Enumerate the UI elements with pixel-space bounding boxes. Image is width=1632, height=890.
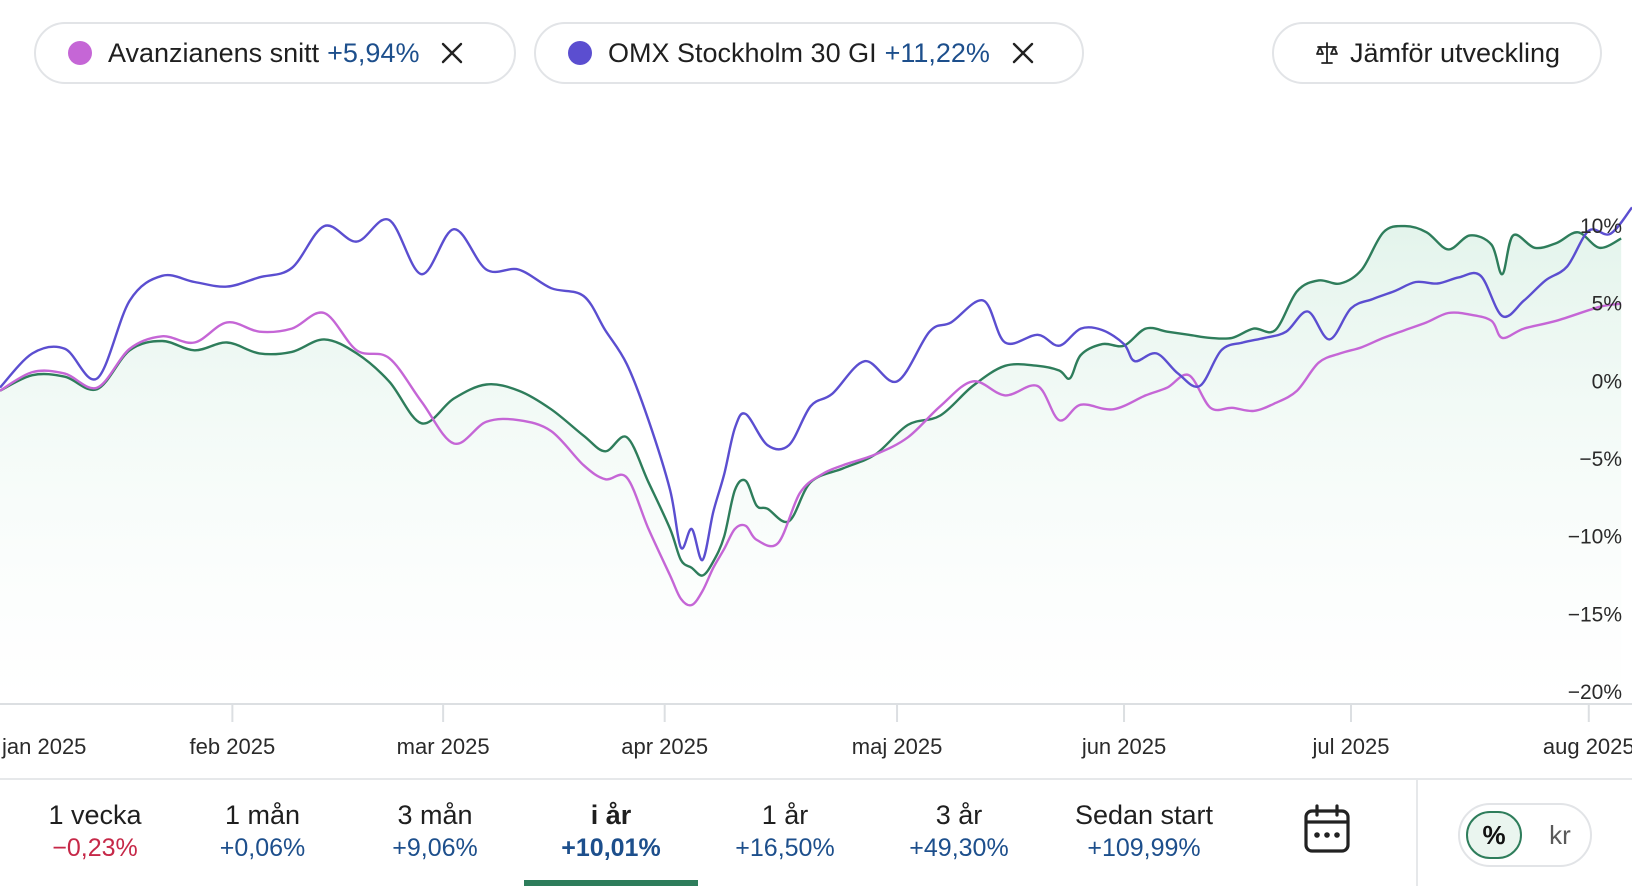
divider	[0, 778, 1632, 780]
series-area-fill	[0, 226, 1622, 704]
scale-icon	[1314, 40, 1340, 66]
period-value: +9,06%	[392, 834, 478, 862]
period-since-start[interactable]: Sedan start +109,99%	[1050, 790, 1238, 886]
compare-label: Jämför utveckling	[1349, 37, 1561, 68]
legend-change: +5,94%	[327, 37, 420, 68]
x-tick-label: aug 2025	[1543, 734, 1632, 759]
y-tick-label: −5%	[1579, 448, 1622, 471]
series-line-portf-lj	[0, 224, 1622, 577]
series-line-avanzianens-snitt	[0, 302, 1622, 607]
y-tick-label: −10%	[1568, 526, 1622, 549]
unit-currency-option[interactable]: kr	[1549, 819, 1571, 850]
calendar-button[interactable]	[1302, 804, 1352, 856]
x-tick-label: jun 2025	[1081, 734, 1166, 759]
x-tick-label: jul 2025	[1311, 734, 1389, 759]
legend-label: Avanzianens snitt	[108, 37, 320, 68]
period-label: 3 år	[935, 800, 983, 830]
period-value: −0,23%	[52, 834, 138, 862]
period-value: +16,50%	[735, 834, 835, 862]
period-label: 1 mån	[224, 800, 301, 830]
active-period-indicator	[524, 880, 698, 886]
legend-pill-avanzianens-snitt[interactable]: Avanzianens snitt +5,94%	[34, 22, 516, 84]
legend-change: +11,22%	[884, 37, 990, 68]
period-1-month[interactable]: 1 mån +0,06%	[190, 790, 335, 886]
period-value: +0,06%	[219, 834, 306, 862]
series-line-omx-stockholm-30-gi	[0, 206, 1632, 562]
y-tick-label: −15%	[1568, 603, 1622, 626]
y-tick-label: 0%	[1592, 370, 1622, 393]
period-3-years[interactable]: 3 år +49,30%	[884, 790, 1034, 886]
period-label: 1 år	[761, 800, 809, 830]
period-1-week[interactable]: 1 vecka −0,23%	[20, 790, 170, 886]
calendar-icon	[1304, 804, 1350, 853]
unit-toggle[interactable]: % kr	[1458, 803, 1592, 867]
period-label: i år	[590, 800, 632, 830]
period-value: +109,99%	[1087, 834, 1201, 862]
period-3-months[interactable]: 3 mån +9,06%	[360, 790, 510, 886]
y-tick-label: −20%	[1568, 681, 1622, 704]
y-tick-label: 5%	[1592, 293, 1622, 316]
x-tick-label: jan 2025	[1, 734, 86, 759]
compare-button[interactable]: Jämför utveckling	[1272, 22, 1602, 84]
close-icon[interactable]	[439, 40, 465, 66]
period-value: +10,01%	[561, 834, 661, 862]
legend-label: OMX Stockholm 30 GI	[608, 37, 877, 68]
x-tick-label: mar 2025	[397, 734, 490, 759]
series-color-dot	[68, 41, 92, 65]
period-1-year[interactable]: 1 år +16,50%	[710, 790, 860, 886]
close-icon[interactable]	[1010, 40, 1036, 66]
period-label: 3 mån	[397, 800, 473, 830]
series-color-dot	[568, 41, 592, 65]
x-tick-label: feb 2025	[190, 734, 276, 759]
unit-percent-option[interactable]: %	[1466, 811, 1522, 859]
x-tick-label: maj 2025	[852, 734, 943, 759]
legend-pill-omx-stockholm-30-gi[interactable]: OMX Stockholm 30 GI +11,22%	[534, 22, 1084, 84]
x-tick-label: apr 2025	[621, 734, 708, 759]
period-label: 1 vecka	[48, 800, 142, 830]
period-value: +49,30%	[909, 834, 1009, 862]
period-ytd[interactable]: i år +10,01%	[524, 790, 698, 886]
period-label: Sedan start	[1074, 800, 1214, 830]
divider	[1416, 780, 1418, 886]
y-tick-label: 10%	[1580, 215, 1622, 238]
performance-chart: 10% 5% 0% −5% −10% −15% −20% jan 2025 feb 2025 m…	[0, 206, 1632, 759]
